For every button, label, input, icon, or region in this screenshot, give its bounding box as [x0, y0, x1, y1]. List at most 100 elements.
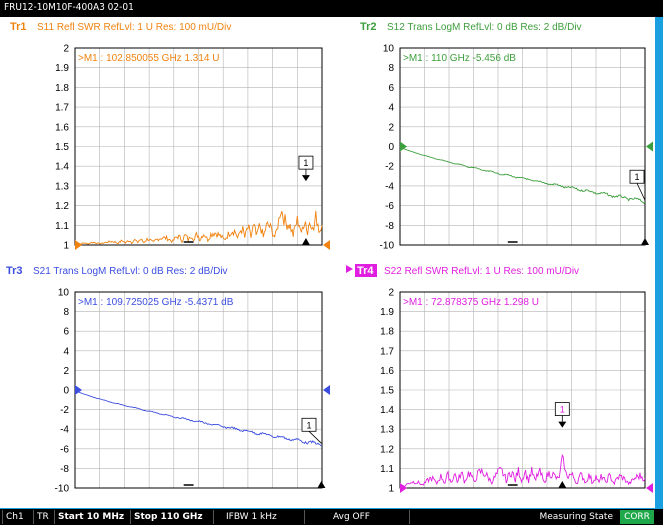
ref-level-right-icon: [323, 240, 330, 250]
y-tick-label: -4: [385, 181, 394, 192]
y-tick-label: 1: [388, 484, 394, 495]
y-tick-label: 1.7: [380, 346, 394, 357]
marker-position-icon: [641, 238, 649, 245]
marker-readout: >M1 : 110 GHz -5.456 dB: [403, 53, 516, 64]
y-tick-label: 1.1: [380, 464, 394, 475]
active-trace-highlight: [355, 264, 377, 277]
y-tick-label: 1.9: [55, 63, 69, 74]
ref-level-right-icon: [646, 483, 653, 493]
trace-label: Tr2: [360, 21, 377, 33]
ref-level-left-icon: [75, 240, 82, 250]
y-tick-label: 2: [388, 288, 394, 299]
trace-header: S22 Refl SWR RefLvl: 1 U Res: 100 mU/Div: [384, 266, 579, 277]
y-tick-label: 8: [388, 63, 394, 74]
window-title-bar: FRU12-10M10F-400A3 02-01: [0, 0, 663, 17]
y-tick-label: -6: [60, 444, 69, 455]
start-frequency[interactable]: Start 10 MHz: [54, 510, 129, 524]
ref-level-left-icon: [75, 385, 82, 395]
y-tick-label: 6: [388, 83, 394, 94]
trace-line: [399, 146, 646, 205]
y-tick-label: 8: [63, 307, 69, 318]
marker-position-icon: [301, 238, 310, 245]
trace-diagram-tr4: Tr4 S22 Refl SWR RefLvl: 1 U Res: 100 mU/…: [346, 264, 653, 495]
y-tick-label: 1: [63, 241, 69, 252]
marker-number: 1: [634, 172, 639, 182]
y-tick-label: 1.8: [55, 83, 69, 94]
y-tick-label: -4: [60, 425, 69, 436]
y-tick-label: 1.1: [55, 221, 69, 232]
y-tick-label: 4: [63, 346, 69, 357]
trace-label: Tr3: [6, 265, 23, 277]
trace-line: [399, 453, 646, 488]
trace-diagram-tr1: Tr1 S11 Refl SWR RefLvl: 1 U Res: 100 mU/…: [10, 21, 330, 252]
measuring-state: Measuring State: [409, 510, 619, 524]
y-tick-label: -2: [60, 405, 69, 416]
average-indicator[interactable]: Avg OFF: [304, 510, 408, 524]
y-tick-label: 1.7: [55, 103, 69, 114]
status-bar: Ch1 TR Start 10 MHz Stop 110 GHz IFBW 1 …: [0, 509, 663, 525]
y-tick-label: -8: [60, 464, 69, 475]
y-tick-label: 1.9: [380, 307, 394, 318]
y-tick-label: 1.2: [55, 201, 69, 212]
y-tick-label: -2: [385, 162, 394, 173]
marker-leader: [636, 183, 646, 201]
trace-mode-indicator[interactable]: TR: [33, 510, 53, 524]
marker-number: 1: [560, 405, 565, 415]
y-tick-label: 1.3: [55, 181, 69, 192]
y-tick-label: 1.5: [380, 386, 394, 397]
marker-number: 1: [306, 420, 311, 430]
marker-arrow-icon: [558, 421, 567, 428]
y-tick-label: 10: [58, 288, 70, 299]
ref-level-right-icon: [323, 385, 330, 395]
marker-readout: >M1 : 72.878375 GHz 1.298 U: [403, 297, 539, 308]
y-tick-label: 0: [63, 386, 69, 397]
marker-arrow-icon: [301, 175, 310, 182]
y-tick-label: 1.3: [380, 425, 394, 436]
trace-label: Tr1: [10, 21, 27, 33]
trace-diagram-tr2: Tr2 S12 Trans LogM RefLvl: 0 dB Res: 2 dB…: [360, 21, 653, 252]
y-tick-label: -10: [380, 241, 395, 252]
y-tick-label: 1.6: [380, 366, 394, 377]
y-tick-label: 1.4: [380, 405, 394, 416]
channel-indicator[interactable]: Ch1: [2, 510, 32, 524]
trace-diagram-tr3: Tr3 S21 Trans LogM RefLvl: 0 dB Res: 2 dB…: [6, 265, 330, 495]
y-tick-label: 2: [63, 44, 69, 55]
trace-line: [74, 389, 322, 447]
ref-level-left-icon: [400, 141, 407, 152]
measurement-screen: Tr1 S11 Refl SWR RefLvl: 1 U Res: 100 mU/…: [0, 17, 655, 508]
trace-label: Tr4: [357, 265, 374, 277]
ref-level-right-icon: [646, 141, 653, 152]
y-tick-label: 2: [388, 122, 394, 133]
y-tick-label: 6: [63, 327, 69, 338]
marker-position-icon: [317, 481, 326, 488]
window-edge: [655, 17, 663, 509]
trace-header: S11 Refl SWR RefLvl: 1 U Res: 100 mU/Div: [37, 22, 231, 33]
marker-readout: >M1 : 109.725025 GHz -5.4371 dB: [78, 297, 234, 308]
y-tick-label: -10: [55, 484, 70, 495]
ifbw-indicator[interactable]: IFBW 1 kHz: [213, 510, 303, 524]
y-tick-label: 2: [63, 366, 69, 377]
y-tick-label: 1.2: [380, 444, 394, 455]
marker-number: 1: [303, 158, 308, 168]
plot-frame: [74, 47, 323, 246]
plot-frame: [399, 291, 646, 489]
y-tick-label: 1.6: [55, 122, 69, 133]
marker-position-icon: [558, 481, 567, 488]
marker-leader: [308, 430, 322, 444]
y-tick-label: 1.5: [55, 142, 69, 153]
marker-readout: >M1 : 102.850055 GHz 1.314 U: [78, 53, 219, 64]
window-title: FRU12-10M10F-400A3 02-01: [4, 2, 134, 13]
y-tick-label: 1.4: [55, 162, 69, 173]
active-trace-arrow-icon: [346, 265, 353, 273]
y-tick-label: 1.8: [380, 327, 394, 338]
trace-header: S21 Trans LogM RefLvl: 0 dB Res: 2 dB/Di…: [33, 266, 228, 277]
y-tick-label: 4: [388, 103, 394, 114]
y-tick-label: 10: [383, 44, 395, 55]
stop-frequency[interactable]: Stop 110 GHz: [130, 510, 212, 524]
correction-badge: CORR: [620, 510, 654, 524]
trace-line: [74, 210, 323, 245]
y-tick-label: -8: [385, 221, 394, 232]
trace-diagrams: Tr1 S11 Refl SWR RefLvl: 1 U Res: 100 mU/…: [6, 21, 653, 495]
y-tick-label: 0: [388, 142, 394, 153]
y-tick-label: -6: [385, 201, 394, 212]
